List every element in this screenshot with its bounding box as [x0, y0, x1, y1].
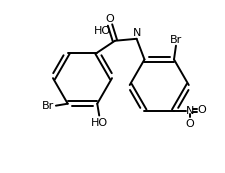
- Text: HO: HO: [91, 119, 108, 129]
- Text: O: O: [198, 105, 206, 115]
- Text: O: O: [185, 119, 194, 129]
- Text: Br: Br: [42, 101, 54, 111]
- Text: O: O: [106, 14, 115, 24]
- Text: HO: HO: [94, 26, 111, 36]
- Text: N: N: [186, 106, 194, 116]
- Text: Br: Br: [170, 35, 182, 45]
- Text: N: N: [133, 28, 141, 38]
